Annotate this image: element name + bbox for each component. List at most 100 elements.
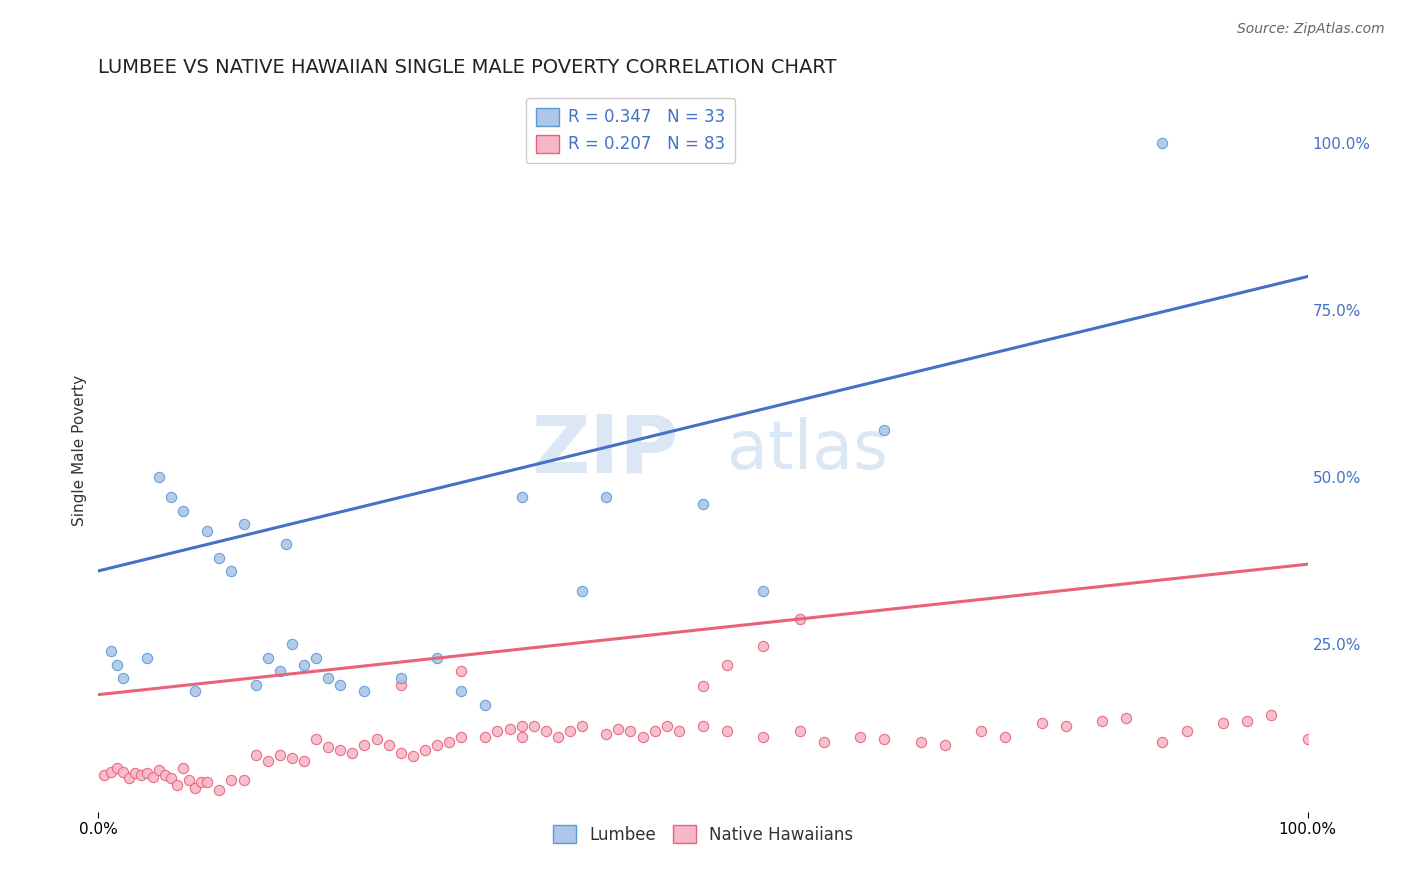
Point	[389, 671, 412, 685]
Point	[377, 738, 399, 752]
Point	[510, 730, 533, 744]
Point	[1296, 732, 1319, 747]
Point	[148, 764, 170, 778]
Point	[426, 651, 449, 665]
Point	[1152, 735, 1174, 749]
Point	[558, 724, 581, 739]
Point	[172, 503, 194, 517]
Point	[486, 724, 509, 739]
Text: ZIP: ZIP	[531, 411, 679, 490]
Text: Source: ZipAtlas.com: Source: ZipAtlas.com	[1237, 22, 1385, 37]
Point	[692, 679, 714, 693]
Point	[118, 771, 141, 786]
Point	[232, 772, 254, 787]
Point	[571, 719, 593, 733]
Point	[281, 637, 304, 651]
Point	[668, 724, 690, 739]
Point	[179, 772, 201, 787]
Point	[1260, 708, 1282, 723]
Point	[111, 764, 134, 779]
Point	[789, 724, 811, 739]
Point	[450, 684, 472, 698]
Point	[910, 735, 932, 749]
Point	[752, 730, 775, 744]
Point	[221, 772, 243, 787]
Point	[595, 727, 617, 741]
Point	[135, 651, 157, 665]
Point	[994, 730, 1017, 744]
Point	[644, 724, 666, 739]
Point	[692, 497, 714, 511]
Point	[329, 678, 352, 692]
Point	[366, 732, 388, 747]
Point	[523, 719, 546, 733]
Point	[269, 747, 291, 762]
Point	[153, 768, 176, 782]
Point	[437, 735, 460, 749]
Point	[510, 491, 533, 505]
Point	[93, 768, 115, 782]
Point	[426, 738, 449, 752]
Point	[135, 765, 157, 780]
Point	[100, 644, 122, 658]
Point	[111, 671, 134, 685]
Point	[1115, 711, 1137, 725]
Point	[221, 564, 243, 578]
Point	[1152, 136, 1174, 150]
Point	[595, 491, 617, 505]
Y-axis label: Single Male Poverty: Single Male Poverty	[72, 375, 87, 526]
Point	[1031, 716, 1053, 731]
Point	[269, 664, 291, 679]
Point	[195, 775, 218, 789]
Point	[934, 738, 956, 752]
Point	[353, 738, 375, 752]
Point	[1091, 714, 1114, 728]
Point	[389, 746, 412, 760]
Point	[256, 754, 278, 768]
Text: LUMBEE VS NATIVE HAWAIIAN SINGLE MALE POVERTY CORRELATION CHART: LUMBEE VS NATIVE HAWAIIAN SINGLE MALE PO…	[98, 57, 837, 77]
Point	[510, 719, 533, 733]
Point	[474, 698, 496, 712]
Point	[124, 765, 146, 780]
Point	[571, 584, 593, 599]
Point	[305, 732, 328, 747]
Point	[166, 778, 188, 792]
Point	[655, 719, 678, 733]
Point	[1236, 714, 1258, 728]
Point	[873, 732, 896, 747]
Point	[190, 775, 212, 789]
Point	[208, 550, 231, 565]
Point	[498, 722, 520, 736]
Point	[1212, 716, 1234, 731]
Point	[849, 730, 872, 744]
Point	[474, 730, 496, 744]
Point	[184, 684, 207, 698]
Point	[245, 678, 267, 692]
Point	[232, 517, 254, 532]
Point	[389, 678, 412, 692]
Point	[873, 424, 896, 438]
Point	[256, 651, 278, 665]
Point	[789, 612, 811, 626]
Point	[716, 657, 738, 672]
Point	[1175, 724, 1198, 739]
Point	[342, 746, 364, 760]
Point	[607, 722, 630, 736]
Point	[353, 684, 375, 698]
Point	[195, 524, 218, 538]
Point	[752, 639, 775, 653]
Point	[970, 724, 993, 739]
Point	[105, 657, 128, 672]
Point	[142, 770, 165, 784]
Point	[208, 783, 231, 797]
Text: atlas: atlas	[727, 417, 889, 483]
Point	[316, 740, 339, 755]
Point	[631, 730, 654, 744]
Point	[148, 470, 170, 484]
Point	[534, 724, 557, 739]
Point	[129, 768, 152, 782]
Point	[281, 751, 304, 765]
Point	[450, 730, 472, 744]
Point	[413, 743, 436, 757]
Point	[716, 724, 738, 739]
